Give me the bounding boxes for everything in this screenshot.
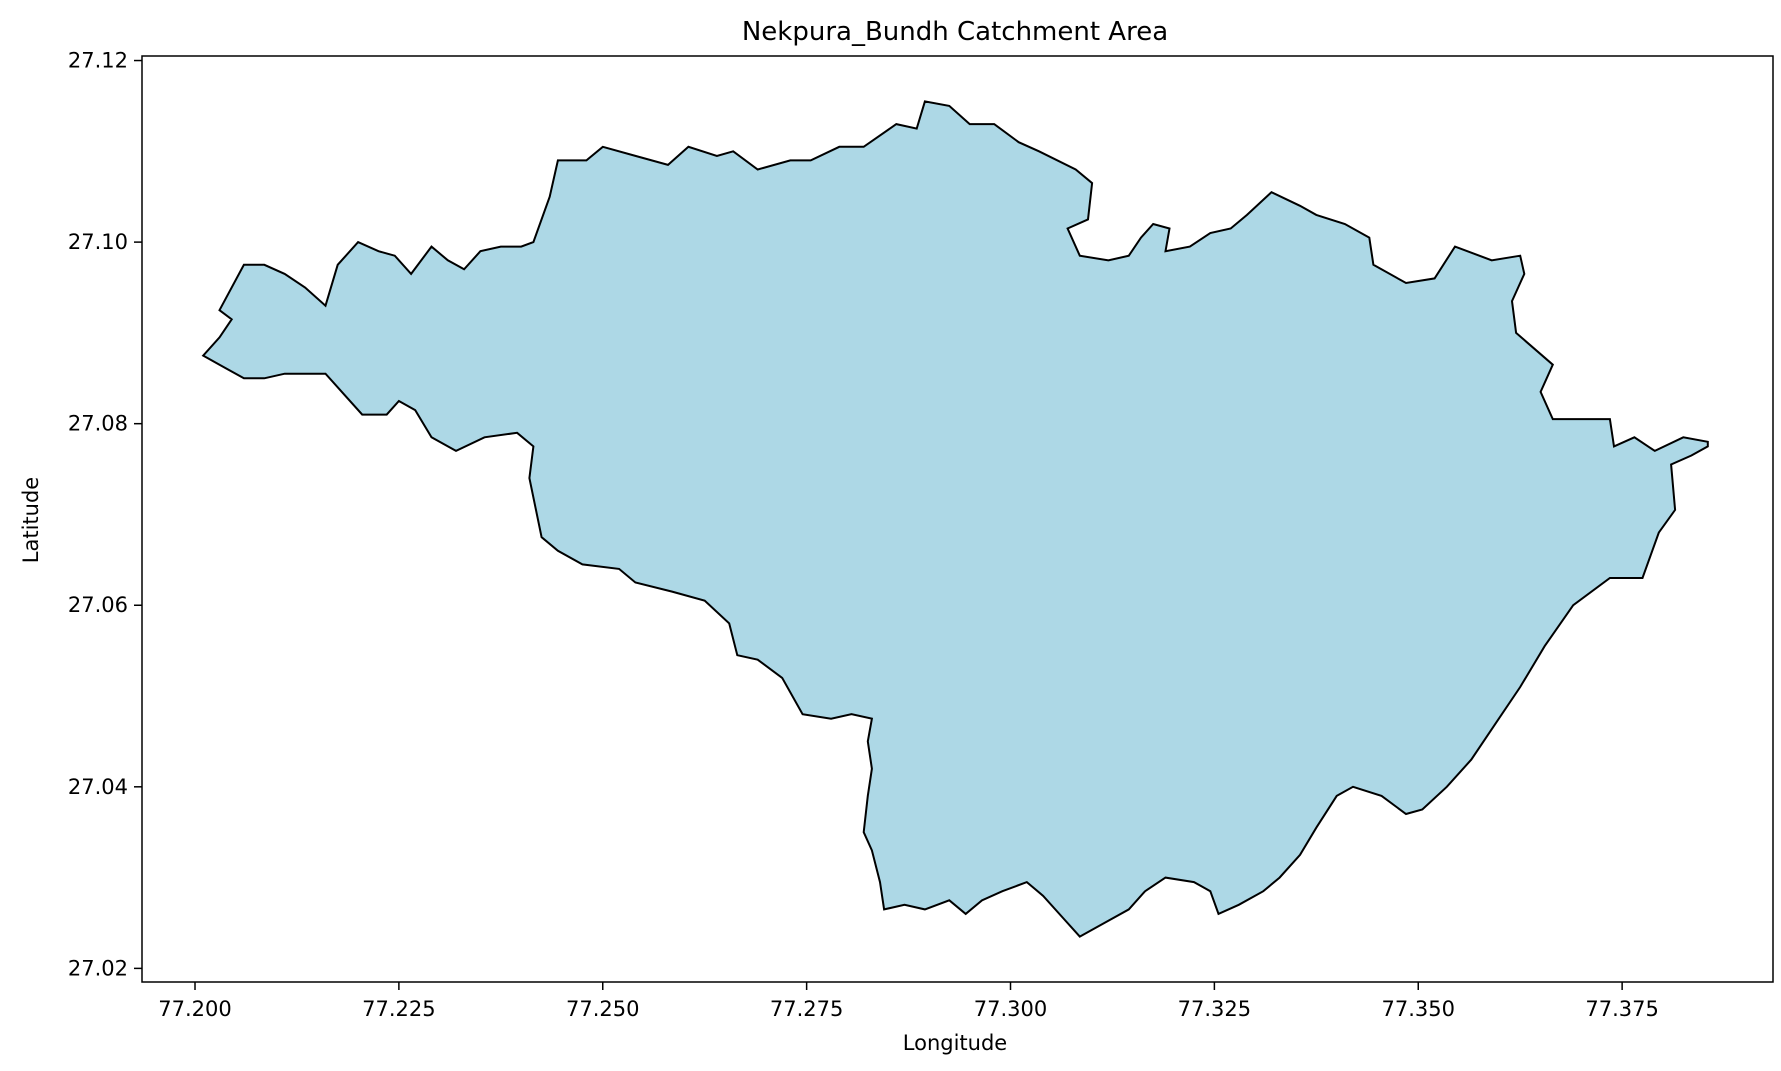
x-tick-label: 77.375	[1585, 997, 1658, 1021]
x-tick-label: 77.225	[362, 997, 435, 1021]
y-tick-label: 27.12	[68, 49, 128, 73]
catchment-area-polygon	[201, 100, 1709, 938]
y-axis-label: Latitude	[19, 477, 43, 563]
x-tick-label: 77.275	[770, 997, 843, 1021]
axes: 77.200 77.225 77.250 77.275 77.300 77.325 77.3…	[68, 49, 1774, 1021]
plot-frame	[141, 55, 1774, 983]
x-tick-label: 77.325	[1178, 997, 1251, 1021]
y-tick-label: 27.04	[68, 775, 128, 799]
y-tick-label: 27.02	[68, 956, 128, 980]
y-tick-label: 27.06	[68, 593, 128, 617]
x-tick-label: 77.250	[566, 997, 639, 1021]
x-tick-label: 77.200	[158, 997, 231, 1021]
x-tick-label: 77.300	[974, 997, 1047, 1021]
chart-title: Nekpura_Bundh Catchment Area	[742, 17, 1168, 47]
x-axis-label: Longitude	[903, 1031, 1007, 1055]
y-tick-label: 27.08	[68, 412, 128, 436]
x-tick-label: 77.350	[1382, 997, 1455, 1021]
y-tick-label: 27.10	[68, 230, 128, 254]
